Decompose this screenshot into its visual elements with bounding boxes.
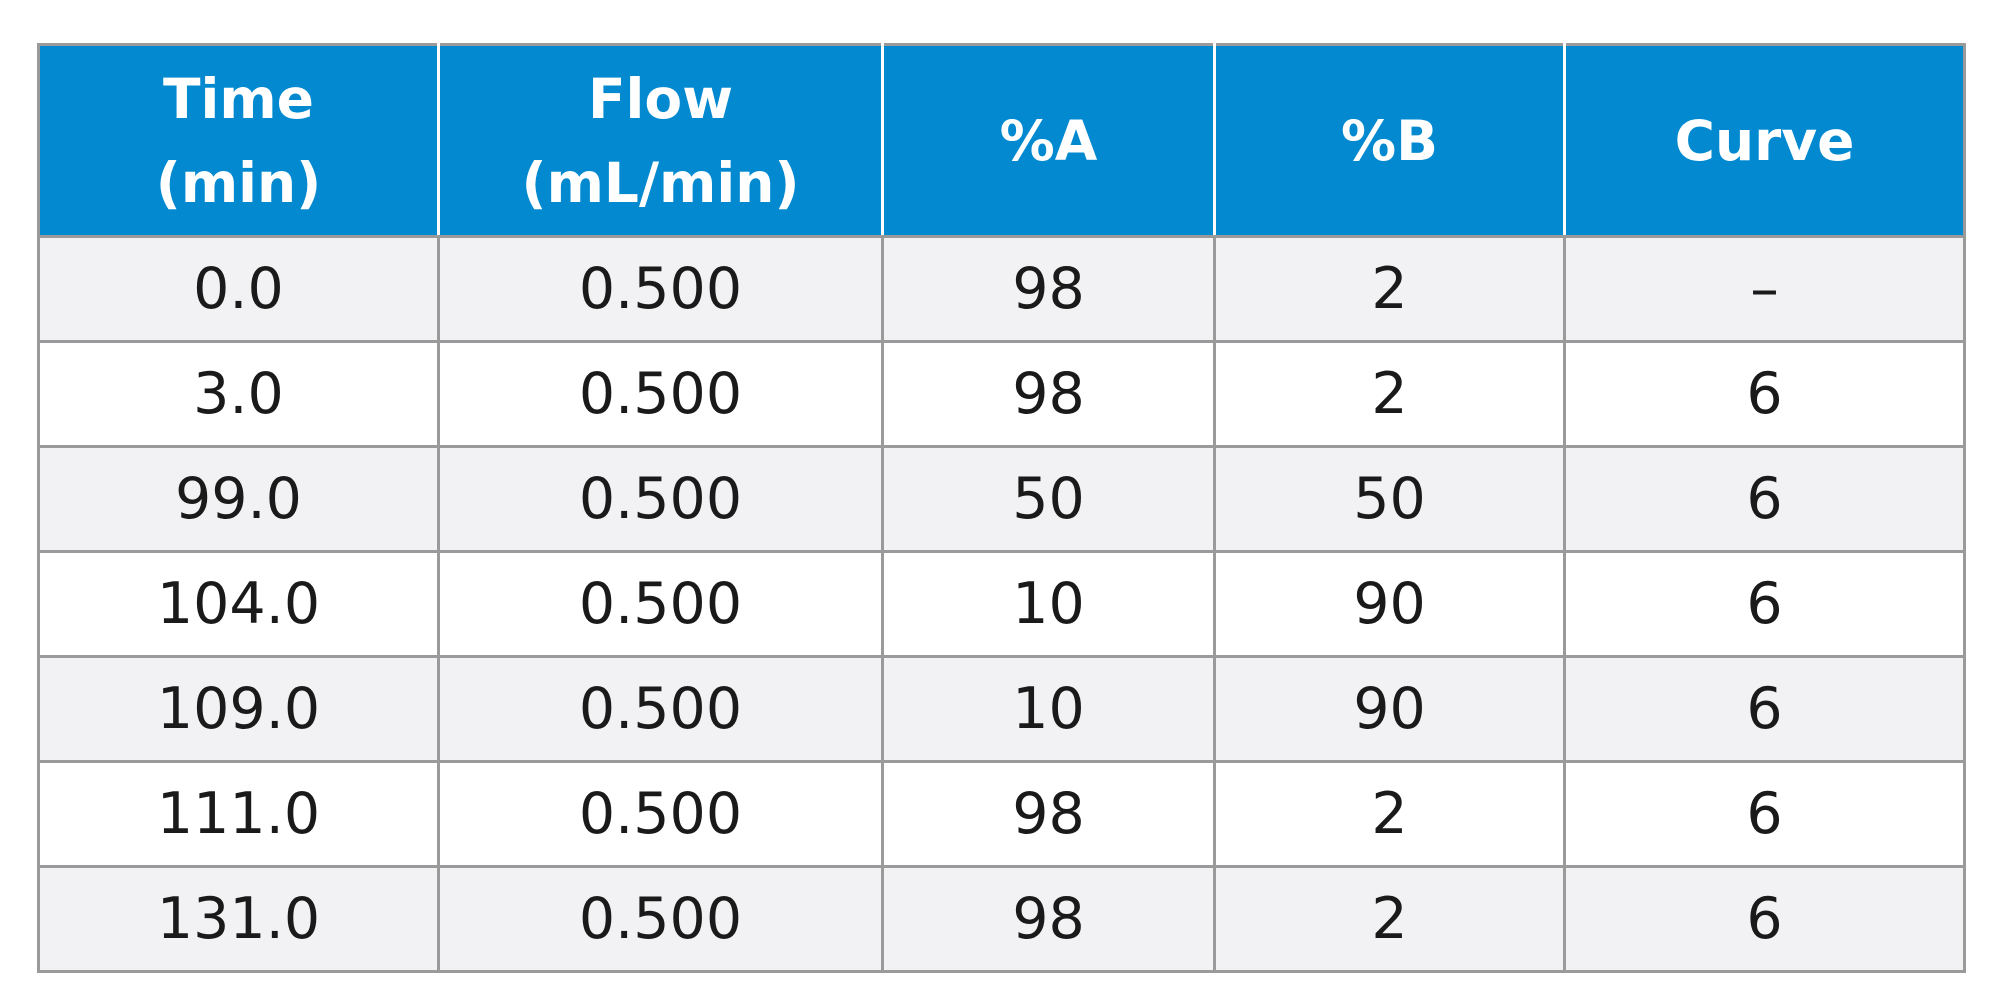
cell-curve: 6 [1563,655,1966,763]
header-percent-b-label: %B [1340,108,1439,173]
header-percent-a-label: %A [999,108,1098,173]
cell-flow: 0.500 [437,340,884,448]
cell-flow: 0.500 [437,865,884,973]
table-row: 111.0 0.500 98 2 6 [37,760,1966,868]
cell-percent-a: 98 [881,760,1216,868]
cell-curve: 6 [1563,865,1966,973]
table-row: 3.0 0.500 98 2 6 [37,340,1966,448]
cell-flow: 0.500 [437,550,884,658]
cell-percent-a: 98 [881,235,1216,343]
header-flow-unit: (mL/min) [521,150,800,215]
cell-curve: 6 [1563,445,1966,553]
cell-curve: 6 [1563,760,1966,868]
cell-percent-a: 10 [881,655,1216,763]
cell-curve: 6 [1563,340,1966,448]
cell-percent-b: 2 [1213,865,1566,973]
cell-percent-b: 50 [1213,445,1566,553]
cell-percent-b: 90 [1213,550,1566,658]
cell-percent-a: 10 [881,550,1216,658]
cell-percent-b: 90 [1213,655,1566,763]
table-row: 0.0 0.500 98 2 – [37,235,1966,343]
cell-flow: 0.500 [437,235,884,343]
gradient-table: Time (min) Flow (mL/min) %A %B Curve 0.0… [37,43,1966,973]
table-row: 131.0 0.500 98 2 6 [37,865,1966,973]
cell-time: 109.0 [37,655,440,763]
cell-flow: 0.500 [437,760,884,868]
header-time: Time (min) [37,43,440,238]
cell-percent-b: 2 [1213,235,1566,343]
cell-percent-a: 50 [881,445,1216,553]
header-curve-label: Curve [1674,108,1855,173]
table-row: 104.0 0.500 10 90 6 [37,550,1966,658]
header-percent-b: %B [1213,43,1566,238]
header-time-label: Time [163,66,314,131]
table-row: 99.0 0.500 50 50 6 [37,445,1966,553]
cell-time: 111.0 [37,760,440,868]
cell-time: 3.0 [37,340,440,448]
cell-curve: 6 [1563,550,1966,658]
cell-percent-b: 2 [1213,340,1566,448]
table-row: 109.0 0.500 10 90 6 [37,655,1966,763]
header-curve: Curve [1563,43,1966,238]
cell-curve: – [1563,235,1966,343]
cell-percent-b: 2 [1213,760,1566,868]
header-time-unit: (min) [155,150,322,215]
cell-time: 104.0 [37,550,440,658]
cell-percent-a: 98 [881,340,1216,448]
header-flow: Flow (mL/min) [437,43,884,238]
cell-percent-a: 98 [881,865,1216,973]
header-row: Time (min) Flow (mL/min) %A %B Curve [37,43,1966,238]
header-percent-a: %A [881,43,1216,238]
cell-time: 99.0 [37,445,440,553]
cell-time: 0.0 [37,235,440,343]
cell-flow: 0.500 [437,445,884,553]
header-flow-label: Flow [587,66,734,131]
cell-flow: 0.500 [437,655,884,763]
cell-time: 131.0 [37,865,440,973]
